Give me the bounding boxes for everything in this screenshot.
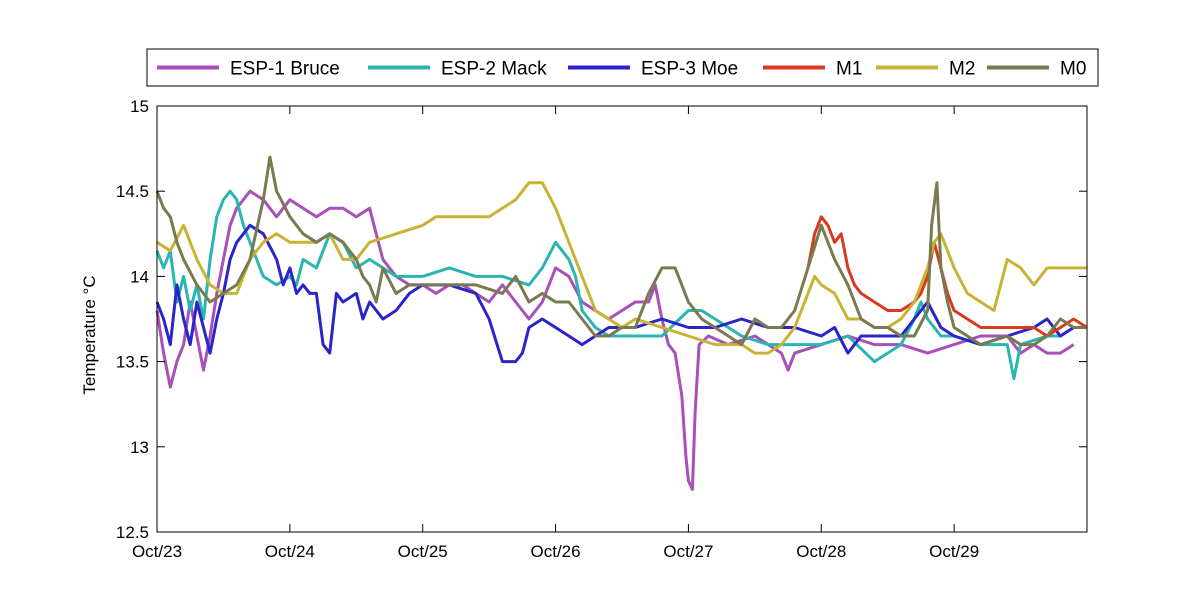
axes-border <box>156 105 1088 533</box>
plot-area: Oct/23 Oct/24 Oct/25 Oct/26 Oct/27 Oct/28 Oct/… <box>116 97 1088 561</box>
x-tick-label: Oct/29 <box>929 542 979 561</box>
legend: ESP-1 Bruce ESP-2 Mack ESP-3 Moe M1 M2 M0 <box>146 48 1099 87</box>
x-tick-label: Oct/27 <box>663 542 713 561</box>
legend-label: ESP-2 Mack <box>441 59 547 80</box>
axes-frame <box>156 105 1088 533</box>
x-tick-label: Oct/23 <box>132 542 182 561</box>
y-tick-label: 13.5 <box>116 353 149 372</box>
x-tick-label: Oct/25 <box>398 542 448 561</box>
y-tick-label: 13 <box>130 438 149 457</box>
legend-label: M1 <box>836 59 862 80</box>
legend-label: M0 <box>1060 59 1086 80</box>
legend-label: M2 <box>949 59 975 80</box>
y-tick-label: 15 <box>130 97 149 116</box>
legend-label: ESP-3 Moe <box>641 59 738 80</box>
series-line-m1 <box>806 215 1088 338</box>
y-tick-label: 14.5 <box>116 182 149 201</box>
x-tick-label: Oct/28 <box>796 542 846 561</box>
y-axis-label: Temperature °C <box>80 275 99 394</box>
x-tick-label: Oct/24 <box>265 542 315 561</box>
y-tick-label: 12.5 <box>116 523 149 542</box>
series-line-esp-2-mack <box>155 189 1075 381</box>
x-tick-label: Oct/26 <box>531 542 581 561</box>
series-line-esp-3-moe <box>155 223 1087 364</box>
series-line-m0 <box>155 155 1087 347</box>
legend-label: ESP-1 Bruce <box>230 59 340 80</box>
series-line-m2 <box>156 181 1087 355</box>
y-tick-label: 14 <box>130 267 149 286</box>
